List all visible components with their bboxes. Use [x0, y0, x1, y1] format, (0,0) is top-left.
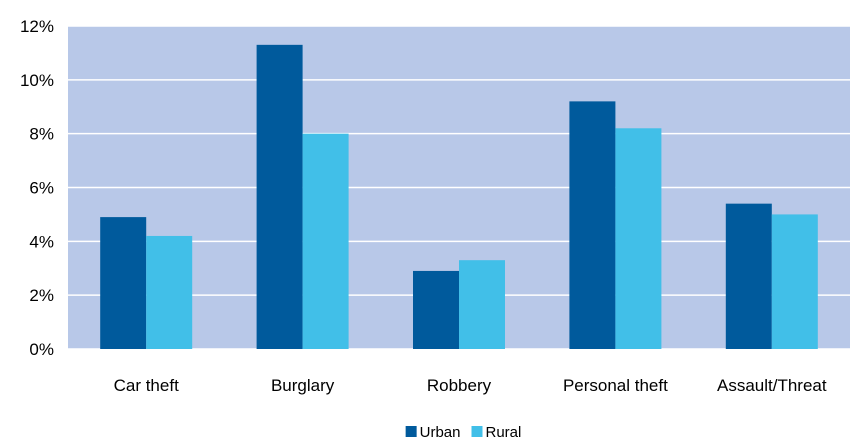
- bar-urban: [725, 203, 772, 349]
- y-tick-label: 8%: [29, 125, 54, 144]
- x-axis-categories: Car theft Burglary Robbery Personal theft As…: [114, 376, 827, 395]
- x-category-label: Car theft: [114, 376, 179, 395]
- y-tick-label: 4%: [29, 232, 54, 251]
- bars: [100, 44, 818, 349]
- bar-rural: [146, 235, 193, 349]
- legend-label-urban: Urban: [420, 424, 461, 441]
- bar-urban: [256, 44, 303, 349]
- bar-rural: [459, 260, 505, 349]
- bar-rural: [615, 128, 662, 349]
- legend-swatch-urban: [405, 426, 417, 437]
- x-category-label: Burglary: [271, 376, 335, 395]
- y-tick-label: 6%: [29, 179, 54, 198]
- bar-rural: [771, 214, 818, 349]
- y-tick-label: 0%: [29, 340, 54, 359]
- x-category-label: Personal theft: [563, 376, 668, 395]
- y-tick-label: 2%: [29, 286, 54, 305]
- bar-urban: [569, 101, 616, 349]
- bar-rural: [302, 133, 349, 349]
- legend-swatch-rural: [471, 426, 483, 437]
- x-category-label: Assault/Threat: [717, 376, 827, 395]
- y-axis-ticks: 0% 2% 4% 6% 8% 10% 12%: [20, 17, 54, 359]
- legend-label-rural: Rural: [486, 424, 522, 441]
- y-tick-label: 12%: [20, 17, 54, 36]
- x-category-label: Robbery: [427, 376, 492, 395]
- legend: Urban Rural: [405, 424, 522, 441]
- bar-urban: [413, 270, 459, 349]
- bar-urban: [100, 217, 147, 349]
- y-tick-label: 10%: [20, 71, 54, 90]
